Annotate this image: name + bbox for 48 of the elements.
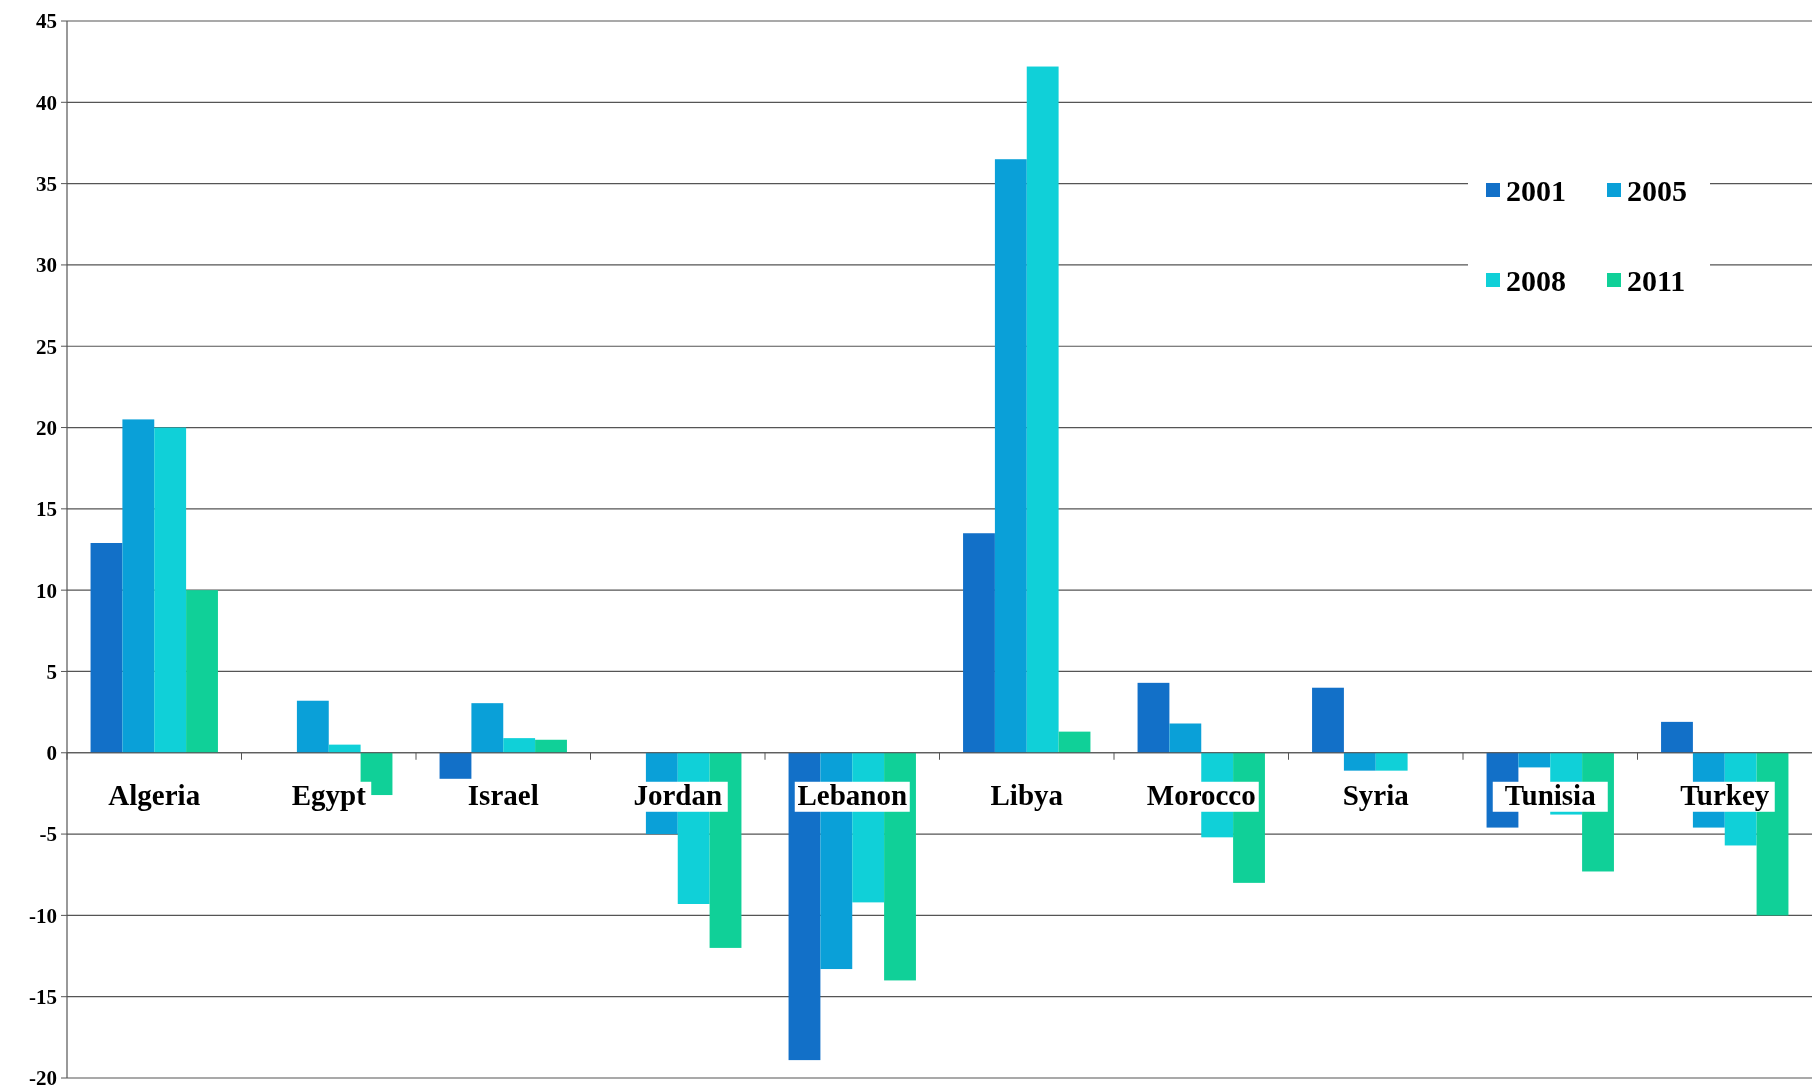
bar [439,752,472,779]
bar [296,700,329,753]
bar [503,738,536,753]
bar [963,533,995,753]
legend-label: 2005 [1627,173,1687,207]
legend-label: 2011 [1627,263,1686,297]
x-tick-label: Libya [990,778,1064,811]
y-tick-label: 30 [36,253,57,278]
bar [1661,721,1693,753]
x-tick-label: Jordan [633,778,723,811]
bar [471,703,504,753]
x-tick-label: Egypt [291,778,367,811]
y-tick-label: 40 [36,90,57,115]
y-tick-label: -5 [39,822,57,847]
bar [1137,682,1170,753]
y-tick-label: 5 [46,659,57,684]
bar [994,159,1027,753]
bar [122,419,155,753]
y-tick-label: 0 [46,741,57,766]
y-tick-label: 20 [36,415,57,440]
y-tick-label: 15 [36,497,57,522]
legend-label: 2001 [1506,173,1566,207]
bar [154,427,187,753]
y-tick-label: -15 [29,985,57,1010]
bar [1375,752,1408,771]
y-tick-label: 35 [36,171,57,196]
y-tick-label: -20 [29,1066,57,1090]
x-tick-label: Israel [467,778,539,811]
x-tick-label: Lebanon [797,778,908,811]
bar [1343,752,1376,771]
bar [1058,731,1091,753]
bar [1312,687,1344,753]
y-tick-label: 45 [36,9,57,34]
x-tick-label: Algeria [108,778,201,811]
bar [535,739,567,753]
x-tick-label: Tunisia [1504,778,1597,811]
x-tick-label: Syria [1342,778,1410,811]
y-tick-label: 25 [36,334,57,359]
bar [90,543,123,753]
x-tick-label: Morocco [1146,778,1256,811]
y-tick-label: -10 [29,903,57,928]
bar [186,590,218,753]
bar [1169,723,1202,753]
legend-label: 2008 [1506,263,1566,297]
bar [1518,752,1551,768]
bar [1026,66,1059,753]
y-tick-label: 10 [36,578,57,603]
x-tick-label: Turkey [1680,778,1770,811]
